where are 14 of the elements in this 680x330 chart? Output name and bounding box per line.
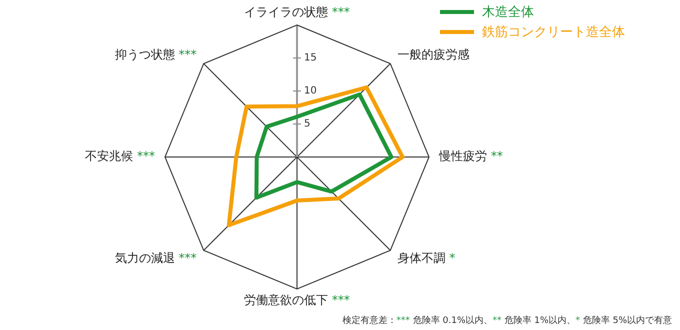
spoke-label: 労働意欲の低下 ***: [244, 293, 350, 308]
y-tick-label: 10: [304, 86, 317, 97]
spoke-label: 慢性疲労 **: [438, 149, 503, 164]
spoke-label: 身体不調 *: [397, 250, 456, 265]
spoke-label: イライラの状態 ***: [244, 5, 350, 20]
y-tick-label: 5: [304, 118, 310, 130]
legend-label: 鉄筋コンクリート造全体: [482, 24, 625, 41]
legend-label: 木造全体: [482, 4, 534, 21]
spoke-label: 気力の減退 ***: [114, 250, 197, 265]
spoke-label: 不安兆候 ***: [85, 149, 155, 164]
text: 検定有意差：*** 危険率 0.1%以内、** 危険率 1%以内、* 危険率 5%以内で有意: [342, 316, 672, 326]
spoke-label: 抑うつ状態 ***: [114, 47, 197, 62]
y-tick-label: 15: [304, 52, 317, 64]
spoke-label: 一般的疲労感: [397, 47, 470, 62]
